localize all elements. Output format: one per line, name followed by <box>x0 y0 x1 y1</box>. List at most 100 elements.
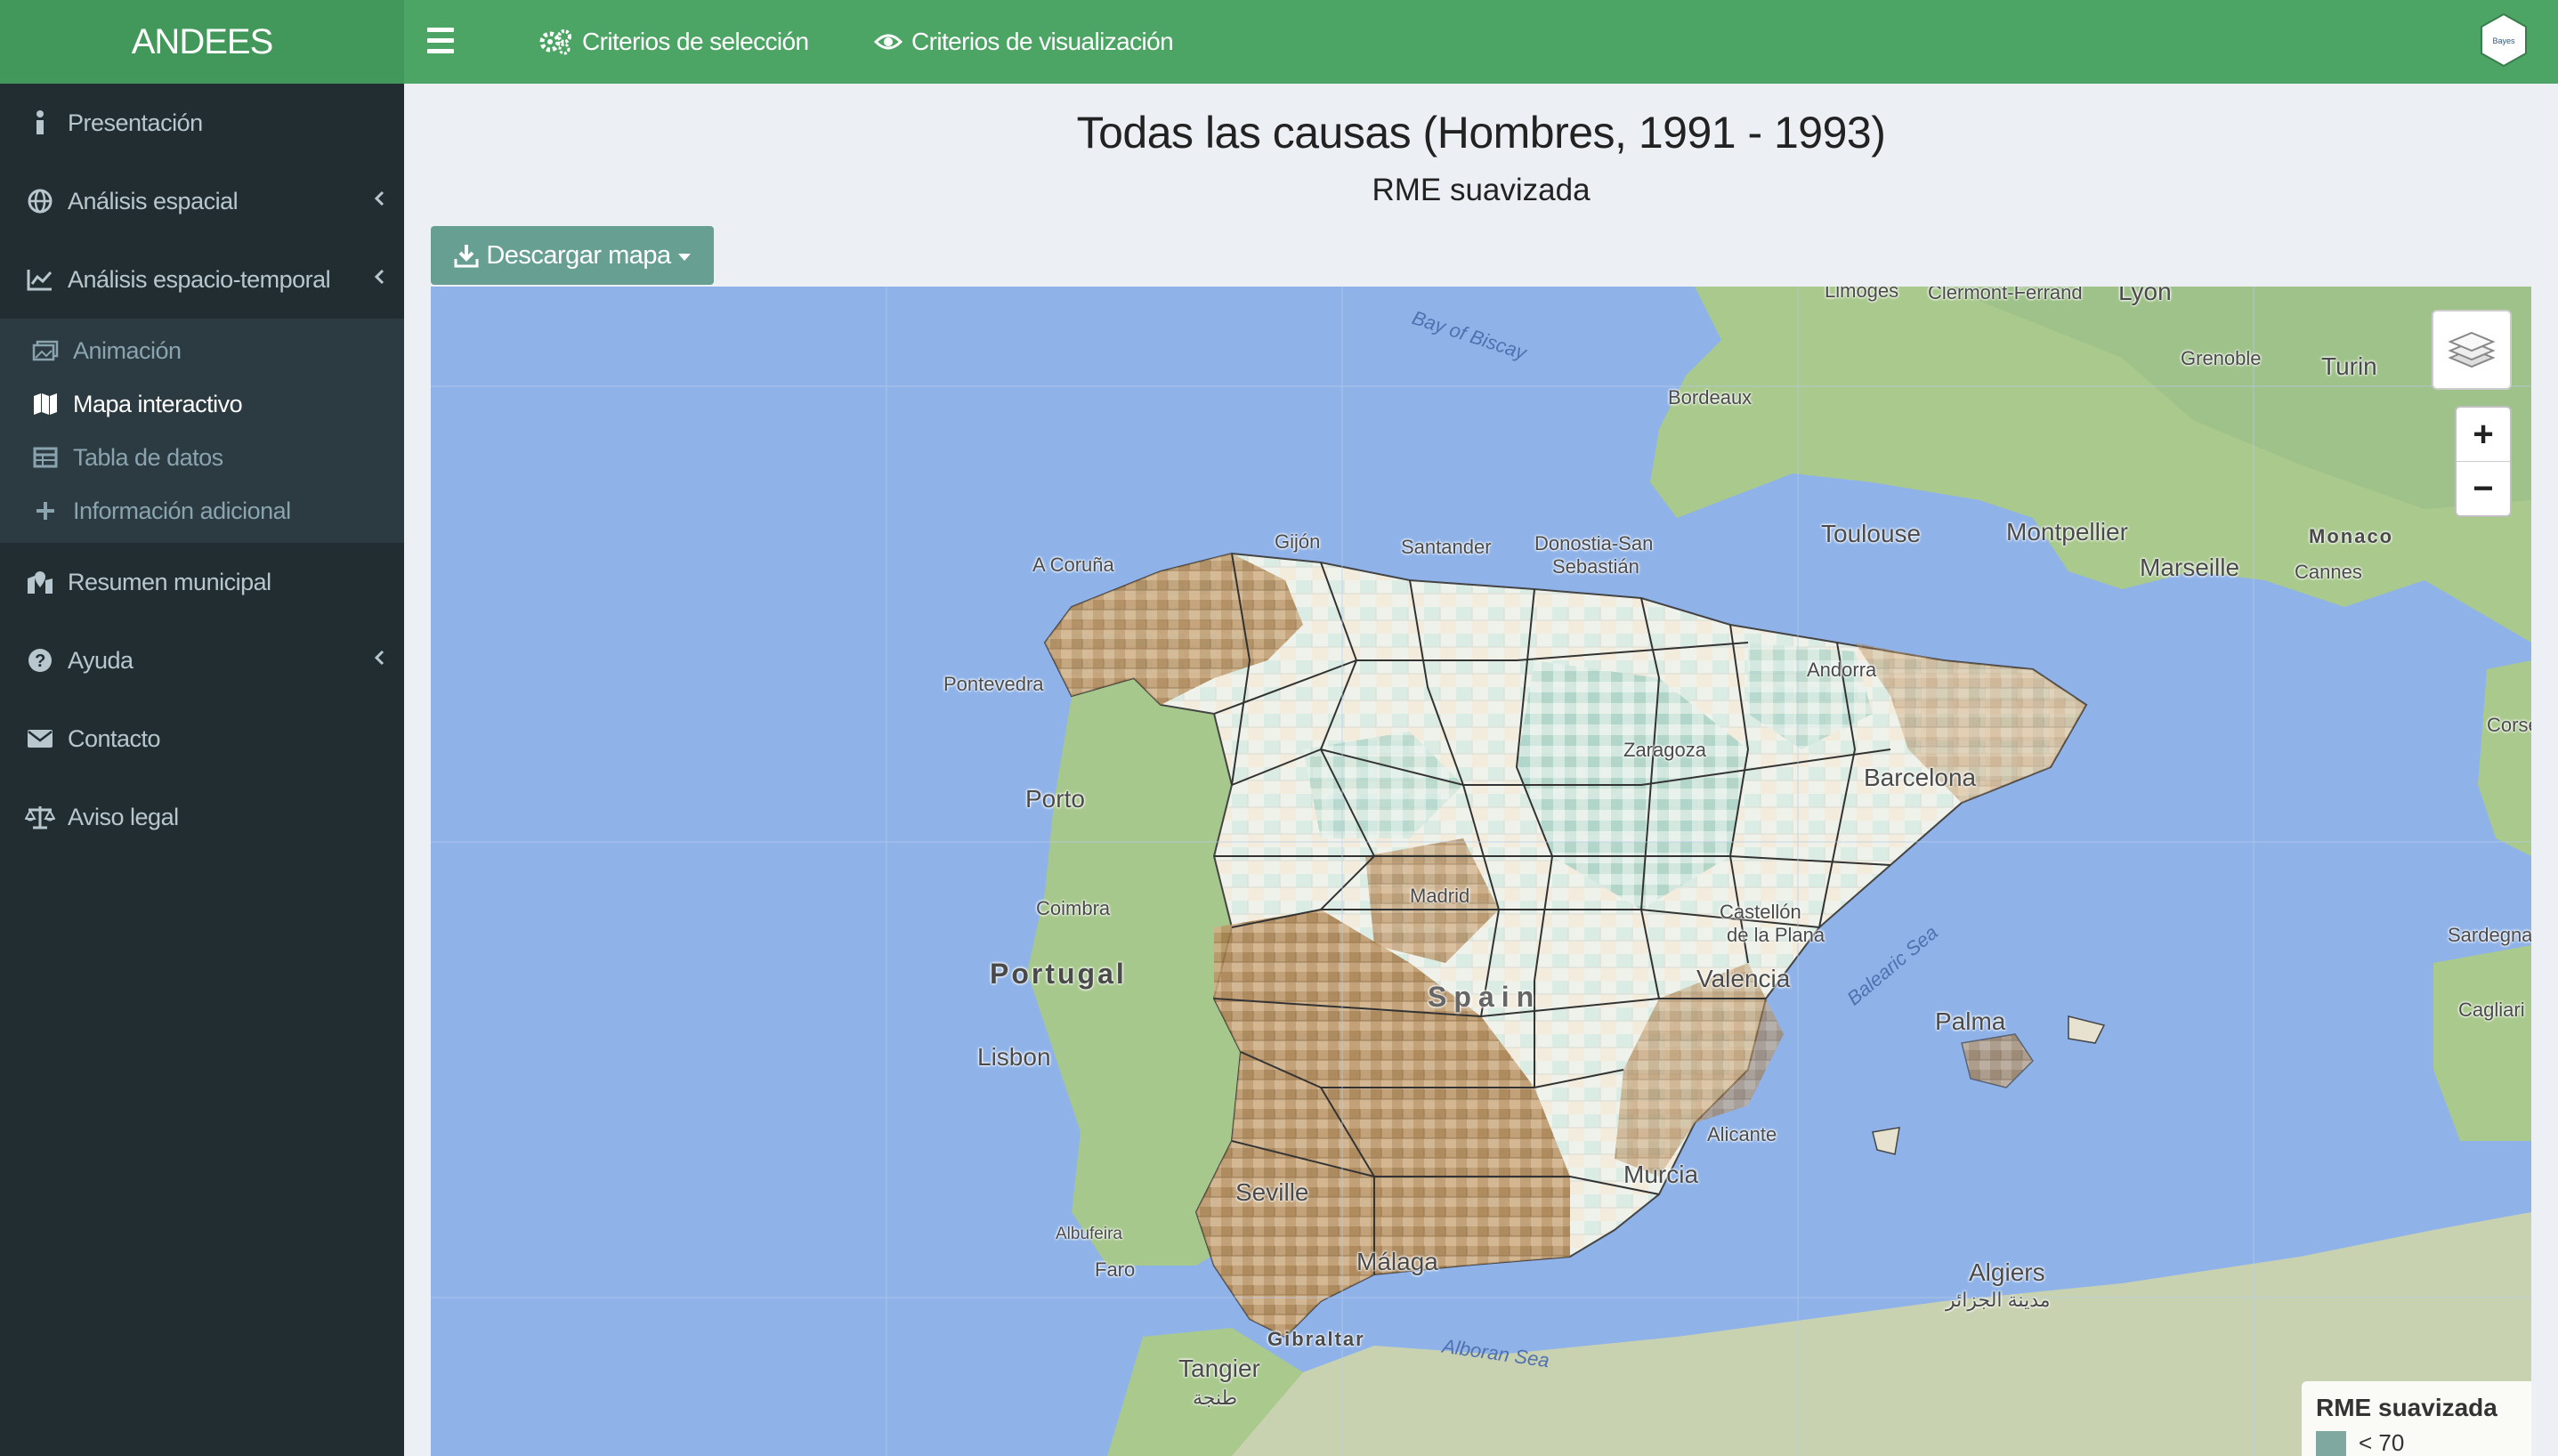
map-label-portugal: Portugal <box>990 958 1127 990</box>
sidebar-item-label: Análisis espacio-temporal <box>68 265 331 293</box>
map-label-santander: Santander <box>1401 536 1492 558</box>
map-label-bordeaux: Bordeaux <box>1668 386 1753 408</box>
map-label-tangier: Tangier <box>1178 1355 1260 1382</box>
sidebar-item-analisis-espacio-temporal[interactable]: Análisis espacio-temporal <box>0 240 404 319</box>
interactive-map[interactable]: Bay of Biscay Bordeaux Limoges Clermont-… <box>431 287 2531 1456</box>
map-label-cagliari: Cagliari <box>2458 999 2525 1021</box>
map-label-monaco: Monaco <box>2309 525 2394 547</box>
map-label-seville: Seville <box>1235 1178 1309 1206</box>
legend-row: < 70 <box>2316 1429 2517 1456</box>
eye-icon <box>874 34 903 50</box>
legend-swatch <box>2316 1430 2346 1456</box>
map-icon <box>30 391 61 417</box>
map-label-cannes: Cannes <box>2295 561 2362 583</box>
submenu-item-mapa-interactivo[interactable]: Mapa interactivo <box>0 377 404 431</box>
map-basemap <box>431 287 2531 1456</box>
map-label-marseille: Marseille <box>2140 554 2240 581</box>
envelope-icon <box>25 724 55 754</box>
map-label-palma: Palma <box>1935 1007 2006 1035</box>
download-map-button[interactable]: Descargar mapa <box>431 226 714 285</box>
zoom-out-button[interactable]: − <box>2473 468 2494 508</box>
sidebar-item-resumen-municipal[interactable]: Resumen municipal <box>0 543 404 621</box>
map-label-sardegna: Sardegna <box>2448 924 2531 946</box>
submenu-item-label: Mapa interactivo <box>73 390 243 417</box>
images-icon <box>30 337 61 364</box>
sidebar-item-label: Resumen municipal <box>68 568 271 595</box>
sidebar-item-label: Ayuda <box>68 646 134 674</box>
page-title: Todas las causas (Hombres, 1991 - 1993) <box>1076 108 1886 158</box>
map-label-valencia: Valencia <box>1696 965 1791 992</box>
map-label-zaragoza: Zaragoza <box>1623 739 1706 761</box>
map-label-lyon: Lyon <box>2118 287 2172 305</box>
sidebar-item-aviso-legal[interactable]: Aviso legal <box>0 778 404 856</box>
map-label-malaga: Málaga <box>1356 1248 1438 1275</box>
layers-icon <box>2448 331 2496 368</box>
table-icon <box>30 444 61 471</box>
selection-criteria-label: Criterios de selección <box>582 28 809 55</box>
map-label-barcelona: Barcelona <box>1864 764 1977 791</box>
map-label-porto: Porto <box>1025 785 1085 813</box>
sidebar-toggle-icon[interactable] <box>427 23 454 59</box>
globe-icon <box>25 186 55 216</box>
sidebar-item-label: Presentación <box>68 109 203 136</box>
map-label-sebastian: Sebastián <box>1552 555 1639 578</box>
line-chart-icon <box>25 264 55 295</box>
map-label-gibraltar: Gibraltar <box>1267 1328 1365 1350</box>
brand-logo[interactable]: ANDEES <box>0 0 404 84</box>
map-marker-icon <box>25 567 55 597</box>
submenu-item-animacion[interactable]: Animación <box>0 324 404 377</box>
visualization-criteria-label: Criterios de visualización <box>911 28 1174 55</box>
map-label-lisbon: Lisbon <box>977 1043 1051 1071</box>
sidebar-item-presentacion[interactable]: Presentación <box>0 84 404 162</box>
map-label-tangier-ar: طنجة <box>1193 1387 1238 1409</box>
main-content: Todas las causas (Hombres, 1991 - 1993) … <box>404 84 2558 1456</box>
page-subtitle: RME suavizada <box>1372 173 1591 207</box>
sidebar-item-analisis-espacial[interactable]: Análisis espacial <box>0 162 404 240</box>
submenu-item-label: Animación <box>73 336 182 364</box>
map-label-algiers: Algiers <box>1969 1258 2045 1286</box>
bayesian-logo-icon[interactable]: Bayes <box>2476 12 2531 68</box>
selection-criteria-button[interactable]: Criterios de selección <box>539 0 809 84</box>
map-label-corse: Corse <box>2487 714 2531 736</box>
map-label-donostia: Donostia-San <box>1534 532 1654 554</box>
map-label-limoges: Limoges <box>1825 287 1899 302</box>
map-label-castellon: Castellón <box>1720 901 1801 923</box>
question-circle-icon: ? <box>25 645 55 675</box>
map-label-montpellier: Montpellier <box>2006 518 2128 546</box>
sidebar-item-label: Aviso legal <box>68 803 179 830</box>
map-label-gijon: Gijón <box>1275 530 1321 553</box>
map-label-de-la-plana: de la Plana <box>1727 924 1825 946</box>
map-label-clermont-ferrand: Clermont-Ferrand <box>1928 287 2083 303</box>
map-legend: RME suavizada < 70 <box>2302 1381 2531 1456</box>
sidebar: Presentación Análisis espacial Análisis … <box>0 84 404 1456</box>
map-label-murcia: Murcia <box>1623 1161 1699 1188</box>
sidebar-item-label: Análisis espacial <box>68 187 239 214</box>
submenu-item-informacion-adicional[interactable]: Información adicional <box>0 484 404 538</box>
sidebar-item-label: Contacto <box>68 724 161 752</box>
layers-control-button[interactable] <box>2432 310 2512 390</box>
map-label-pontevedra: Pontevedra <box>943 673 1044 695</box>
map-label-turin: Turin <box>2321 352 2377 380</box>
visualization-criteria-button[interactable]: Criterios de visualización <box>874 0 1174 84</box>
map-label-spain: Spain <box>1428 981 1542 1013</box>
svg-text:Bayes: Bayes <box>2492 36 2515 45</box>
zoom-in-button[interactable]: + <box>2457 408 2510 462</box>
caret-down-icon <box>677 254 691 261</box>
map-label-andorra: Andorra <box>1807 659 1877 681</box>
sidebar-item-ayuda[interactable]: ? Ayuda <box>0 621 404 700</box>
chevron-down-icon <box>374 269 385 285</box>
submenu-item-tabla-datos[interactable]: Tabla de datos <box>0 431 404 484</box>
map-label-alicante: Alicante <box>1707 1123 1777 1145</box>
legend-title: RME suavizada <box>2316 1394 2497 1421</box>
map-label-toulouse: Toulouse <box>1821 520 1922 547</box>
zoom-control: + − <box>2455 406 2512 517</box>
map-label-faro: Faro <box>1095 1258 1136 1281</box>
chevron-left-icon <box>374 190 385 206</box>
balance-scale-icon <box>25 802 55 832</box>
chevron-left-icon <box>374 650 385 666</box>
gears-icon <box>539 29 571 55</box>
map-label-a-coruna: A Coruña <box>1032 554 1114 576</box>
submenu-item-label: Tabla de datos <box>73 443 223 471</box>
sidebar-item-contacto[interactable]: Contacto <box>0 700 404 778</box>
map-label-grenoble: Grenoble <box>2181 347 2262 369</box>
